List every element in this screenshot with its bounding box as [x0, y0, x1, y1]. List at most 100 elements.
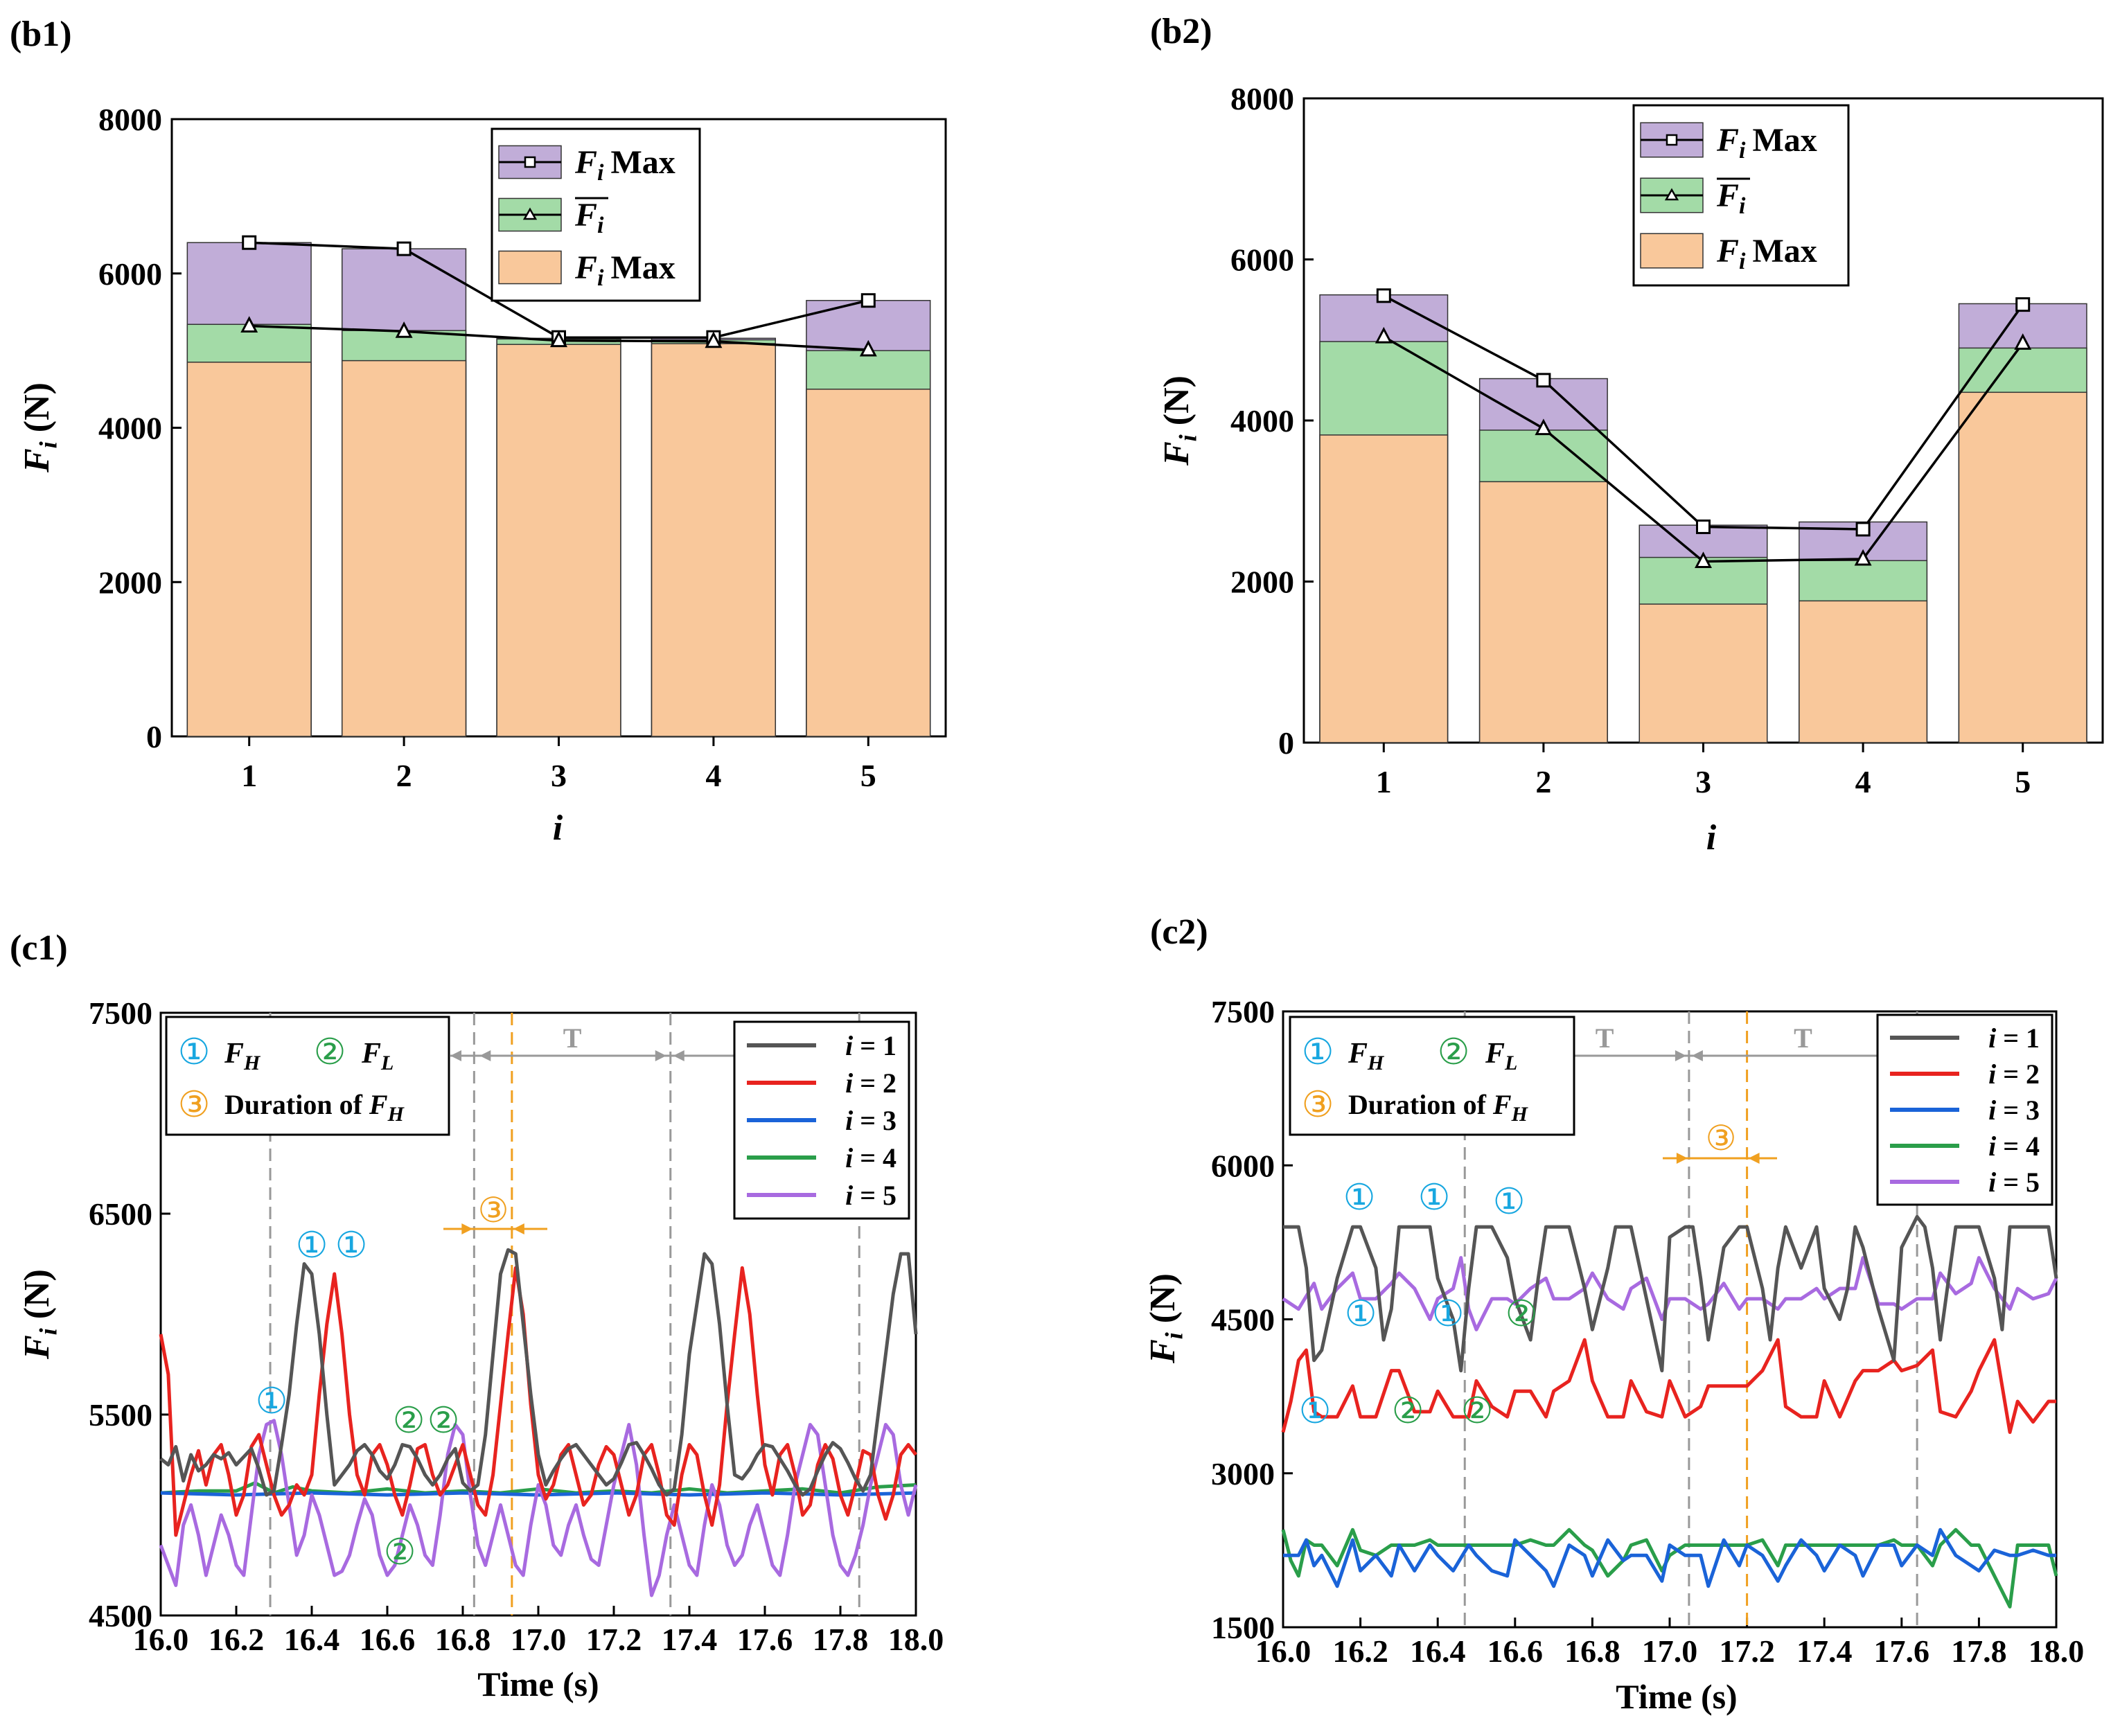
c1-xtick-label: 16.8: [435, 1622, 491, 1657]
c2-duration-arrow-l-head: [1676, 1153, 1688, 1164]
b2-legend-maxword: Max: [1752, 233, 1817, 269]
c2-legend-rest: = 3: [1996, 1095, 2040, 1126]
c2-ytick-label: 4500: [1211, 1302, 1275, 1338]
c1-period-label: T: [563, 1022, 582, 1054]
c1-legend-i: i: [845, 1142, 853, 1173]
c2-duration-symbol: ③: [1706, 1119, 1737, 1158]
c2-ylabel-unit: (N): [1143, 1273, 1183, 1332]
c2-ytick-label: 3000: [1211, 1456, 1275, 1491]
b1-marker-mean-1: [240, 316, 258, 333]
panel-label-b1: (b1): [10, 15, 72, 54]
b2-marker-mean-5: [2014, 333, 2032, 350]
c1-annot-FL-f: F: [361, 1038, 381, 1070]
b2-marker-mean-2: [1535, 418, 1553, 436]
b2-legend-marker-max: [1666, 134, 1678, 146]
c2-xtick-label: 17.2: [1719, 1633, 1775, 1669]
c2-annot-FL-f: F: [1485, 1038, 1505, 1070]
c2-xtick-label: 18.0: [2029, 1633, 2085, 1669]
c2-xtick-label: 17.4: [1796, 1633, 1853, 1669]
c1-ytick-label: 6500: [89, 1196, 152, 1232]
b2-marker-max-4: [1855, 522, 1871, 537]
c1-legend-rest: = 4: [853, 1142, 896, 1173]
c2-legend-i: i: [1988, 1059, 1996, 1090]
b1-xtick-label: 4: [705, 758, 721, 793]
c1-legend-text-i2: i = 2: [845, 1068, 896, 1099]
c1-annot-FL-2: ②: [427, 1401, 460, 1441]
c2-legend-rest: = 5: [1996, 1167, 2040, 1198]
c1-series-i2: [159, 1266, 917, 1537]
b1-marker-mean-4: [705, 331, 723, 348]
c1-annot-FH-1: ①: [296, 1226, 328, 1266]
b2-legend-f: F: [1716, 122, 1739, 159]
b2-marker-max-2: [1536, 373, 1551, 388]
c2-series-i2: [1281, 1338, 2056, 1434]
c2-series-i3: [1283, 1527, 2056, 1588]
c2-annot-FH-f: F: [1348, 1038, 1368, 1070]
c1-legend-rest: = 3: [853, 1105, 896, 1136]
b2-marker-mean-4: [1854, 549, 1872, 566]
c2-annot-FH-4: ①: [1345, 1295, 1377, 1334]
b1-legend-sub: i: [597, 160, 604, 186]
c2-annot-dur-sub: H: [1511, 1103, 1529, 1126]
c2-annot-FL-sub: L: [1504, 1052, 1517, 1074]
c2-ylabel: Fi (N): [1143, 1273, 1187, 1364]
c2-xtick-label: 17.8: [1951, 1633, 2007, 1669]
c1-annot-sym-1: ①: [178, 1033, 211, 1072]
c1-ylabel-unit: (N): [17, 1269, 57, 1328]
c2-period-label-1: T: [1596, 1022, 1614, 1054]
b1-ytick-label: 0: [146, 719, 162, 754]
b1-marker-mean-2: [395, 321, 413, 338]
c1-legend-i: i: [845, 1030, 853, 1061]
b2-legend-sub: i: [1739, 249, 1746, 274]
c2-legend-i: i: [1988, 1131, 1996, 1162]
c1-legend-i: i: [845, 1105, 853, 1136]
c1-series-i5: [159, 1419, 918, 1597]
c2-xtick-label: 16.8: [1564, 1633, 1620, 1669]
c1-annot-text-1: FH: [224, 1038, 261, 1074]
b2-ylabel-sub: i: [1174, 434, 1201, 441]
b1-legend-swatch-max2: [498, 250, 562, 285]
c1-annot-FL-3: ②: [384, 1533, 416, 1573]
c2-xtick-label: 17.6: [1874, 1633, 1930, 1669]
b2-ytick-label: 6000: [1230, 242, 1294, 278]
c2-legend-text-i3: i = 3: [1988, 1095, 2040, 1126]
c1-duration-arrow-l-head: [461, 1223, 473, 1234]
c1-ytick-label: 4500: [89, 1598, 152, 1633]
c1-xtick-label: 17.6: [737, 1622, 793, 1657]
c1-series-i1: [159, 1248, 918, 1497]
b2-bar-base-3: [1638, 603, 1768, 743]
c1-annot-text-2: FL: [361, 1038, 394, 1074]
c2-annot-FL-3: ②: [1461, 1392, 1494, 1431]
c2-annot-FH-sub: H: [1367, 1052, 1385, 1074]
b2-bar-base-4: [1799, 600, 1928, 743]
c2-annot-FH-3: ①: [1493, 1183, 1526, 1222]
c1-annot-dur-f: F: [369, 1089, 388, 1120]
b1-bar-base-2: [341, 360, 467, 737]
c2-annot-dur-f: F: [1492, 1089, 1512, 1120]
b1-bar-base-5: [806, 389, 931, 737]
c1-xtick-label: 16.0: [133, 1622, 189, 1657]
b1-marker-max-5: [860, 293, 876, 308]
c2-legend-text-i5: i = 5: [1988, 1167, 2040, 1198]
c2-period-label-2: T: [1794, 1022, 1812, 1054]
c1-annot-sym-3: ③: [178, 1086, 211, 1125]
b1-legend-text-max: Fi Max: [574, 144, 675, 186]
b2-ylabel-f: F: [1157, 441, 1196, 466]
b2-legend-f: F: [1716, 233, 1739, 269]
b2-xlabel: i: [1706, 818, 1717, 858]
c2-legend-i: i: [1988, 1022, 1996, 1054]
b1-bar-base-1: [186, 362, 312, 737]
c2-legend-text-i1: i = 1: [1988, 1022, 2040, 1054]
c1-annot-FH-3: ①: [256, 1382, 288, 1421]
c2-ylabel-f: F: [1143, 1339, 1183, 1364]
b1-legend-marker-mean: [522, 207, 538, 220]
c1-annot-FL-1: ②: [393, 1401, 425, 1441]
c2-annot-FH-1: ①: [1343, 1178, 1376, 1218]
c1-xtick-label: 17.2: [586, 1622, 642, 1657]
b2-legend-sub: i: [1739, 193, 1746, 219]
c2-xtick-label: 17.0: [1642, 1633, 1698, 1669]
c2-xtick-label: 16.0: [1255, 1633, 1311, 1669]
b1-legend-f: F: [574, 197, 597, 233]
b1-marker-max-1: [242, 235, 257, 250]
